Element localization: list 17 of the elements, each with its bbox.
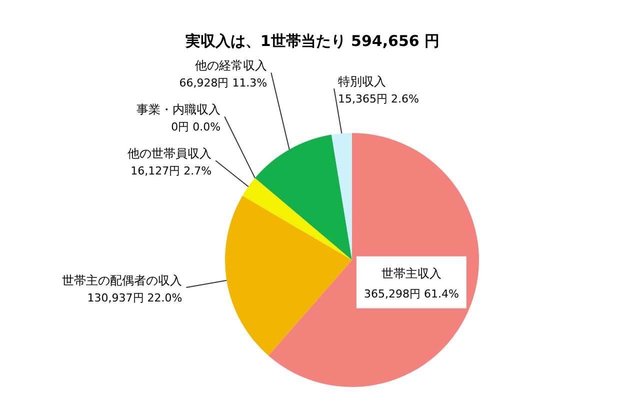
data-label: 15,365円 2.6%: [338, 92, 419, 106]
data-label: 16,127円 2.7%: [130, 164, 212, 178]
data-label: 365,298円 61.4%: [364, 287, 459, 300]
slice-label: 世帯主収入: [381, 266, 442, 280]
slice-label: 他の世帯員収入: [128, 146, 212, 161]
category-label: 事業・内職収入: [136, 102, 221, 117]
chart-title: 実収入は、1世帯当たり 594,656 円: [184, 32, 440, 50]
pie-slice: [331, 133, 352, 260]
pie-slice: [254, 134, 352, 260]
pie-slice: [225, 196, 352, 356]
data-label: 130,937円 22.0%: [87, 292, 182, 305]
slice-label: 他の経常収入: [195, 58, 268, 73]
pie-slice: [242, 178, 352, 260]
slice-label: 特別収入: [338, 74, 386, 89]
slice-label: 世帯主の配偶者の収入: [62, 274, 182, 288]
text: 0円 0.0%: [171, 120, 221, 134]
data-label: 66,928円 11.3%: [179, 76, 268, 90]
